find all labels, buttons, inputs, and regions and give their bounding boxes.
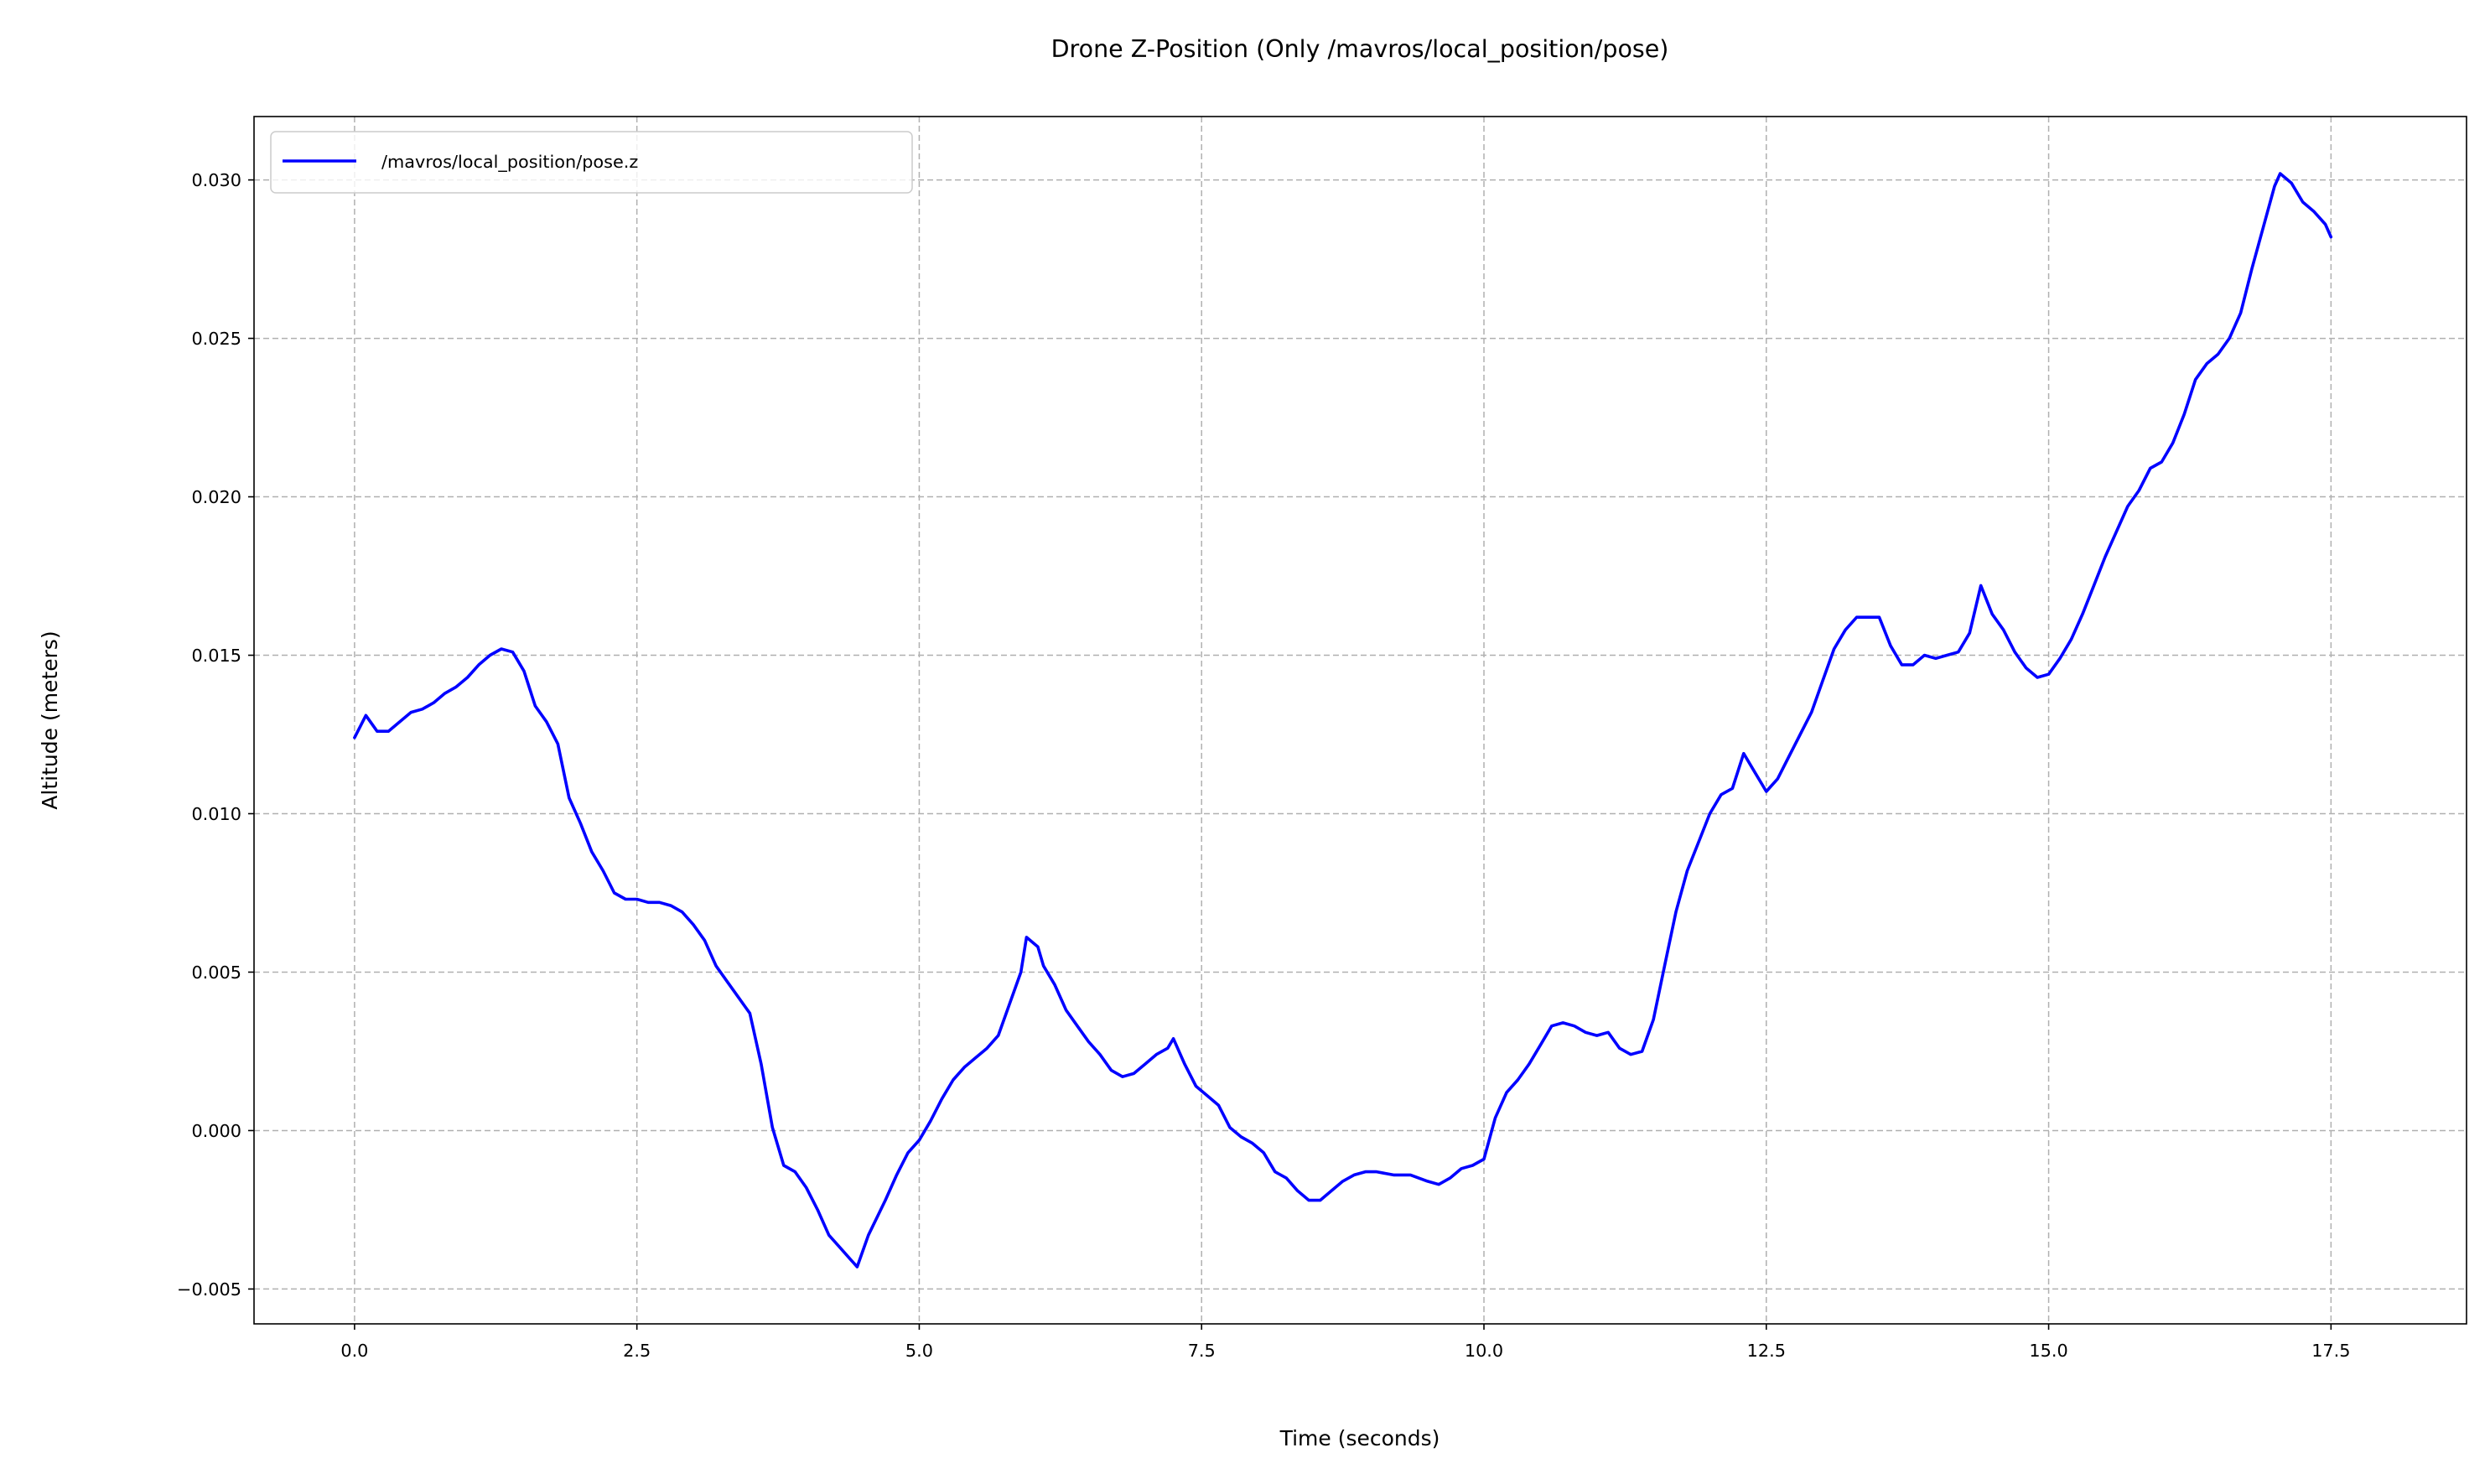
axis-ticks: 0.0 2.5 5.0 7.5 10.0 12.5 15.0 17.5 −0.005 0.000 0… <box>177 170 2350 1361</box>
y-tick-label: 0.020 <box>191 487 241 507</box>
x-tick-label: 12.5 <box>1747 1341 1786 1361</box>
grid <box>254 117 2467 1324</box>
x-tick-label: 10.0 <box>1465 1341 1503 1361</box>
y-tick-label: 0.005 <box>191 963 241 983</box>
legend-box <box>270 131 913 194</box>
x-tick-label: 17.5 <box>2311 1341 2350 1361</box>
x-tick-label: 7.5 <box>1188 1341 1216 1361</box>
y-tick-label: 0.030 <box>191 170 241 190</box>
y-tick-label: 0.000 <box>191 1121 241 1141</box>
y-tick-label: −0.005 <box>177 1279 241 1300</box>
x-tick-label: 5.0 <box>905 1341 933 1361</box>
x-axis-label: Time (seconds) <box>1279 1426 1440 1450</box>
x-tick-label: 2.5 <box>623 1341 651 1361</box>
chart-title: Drone Z-Position (Only /mavros/local_pos… <box>1051 35 1669 63</box>
series-layer <box>353 172 2333 1269</box>
plot-area <box>253 116 2467 1325</box>
y-tick-label: 0.010 <box>191 804 241 824</box>
x-tick-label: 15.0 <box>2029 1341 2067 1361</box>
y-tick-label: 0.015 <box>191 646 241 666</box>
y-tick-label: 0.025 <box>191 329 241 349</box>
series-line <box>353 172 2333 1269</box>
legend: /mavros/local_position/pose.z <box>270 131 913 194</box>
y-axis-label: Altitude (meters) <box>38 630 62 809</box>
x-tick-label: 0.0 <box>340 1341 368 1361</box>
legend-label: /mavros/local_position/pose.z <box>381 152 638 172</box>
